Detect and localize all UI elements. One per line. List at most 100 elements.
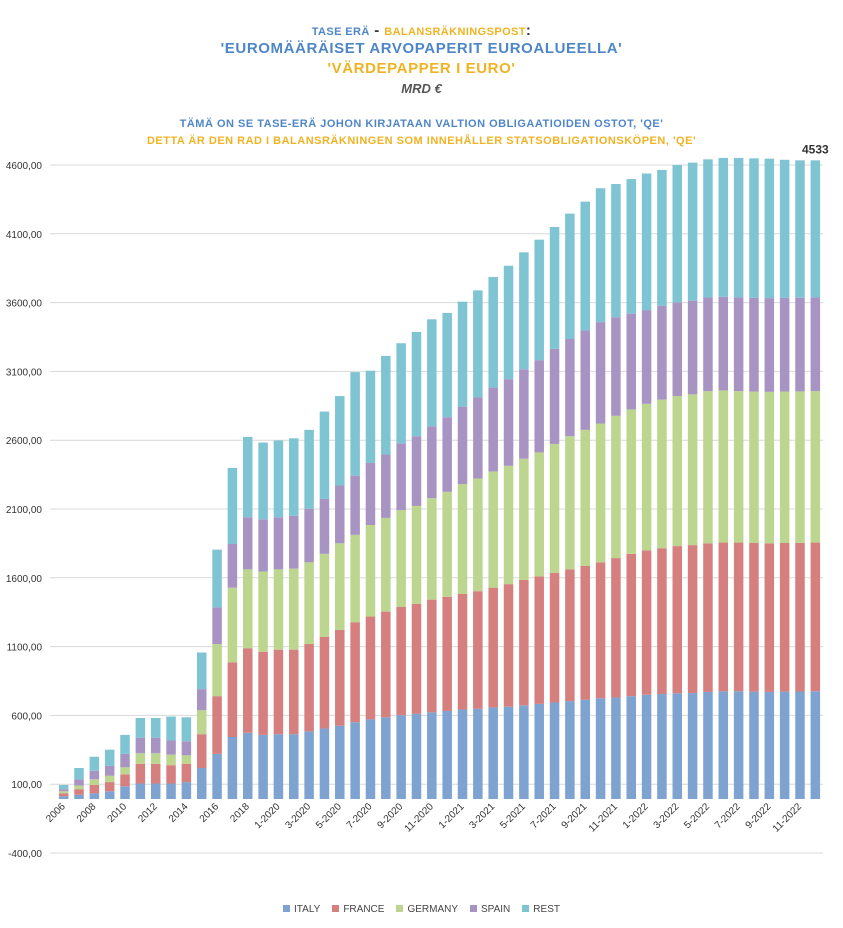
bar-segment-spain — [626, 313, 637, 410]
bar-segment-rest — [74, 768, 84, 780]
bar-segment-italy — [611, 697, 621, 799]
bar-segment-italy — [289, 734, 299, 799]
bar-segment-france — [672, 546, 683, 694]
bar-segment-rest — [442, 312, 452, 418]
y-tick-label: 2600,00 — [6, 436, 43, 447]
bar-segment-italy — [810, 691, 821, 799]
bar-segment-germany — [411, 505, 422, 604]
bar-segment-rest — [227, 467, 238, 544]
bar-segment-germany — [795, 391, 805, 543]
bar-segment-italy — [672, 693, 683, 799]
bar-segment-germany — [810, 391, 821, 543]
bar-segment-rest — [457, 301, 468, 407]
bar-segment-spain — [718, 296, 729, 391]
bar-segment-france — [58, 793, 69, 797]
bar-segment-rest — [120, 734, 130, 754]
bar-segment-spain — [381, 454, 391, 518]
x-tick-label: 3-2022 — [652, 801, 682, 831]
bar-segment-italy — [749, 691, 759, 799]
bar-segment-germany — [473, 478, 483, 592]
legend: ITALY FRANCE GERMANY SPAIN REST — [0, 904, 843, 915]
bar-segment-spain — [212, 607, 222, 645]
bar-segment-italy — [304, 731, 314, 799]
bar-segment-italy — [534, 703, 544, 799]
y-tick-label: 3600,00 — [6, 299, 43, 310]
bar-segment-france — [181, 763, 192, 783]
bar-segment-france — [687, 545, 698, 694]
bar-segment-germany — [534, 452, 544, 577]
title-line-1-fi: TASE ERÄ — [311, 26, 370, 38]
y-tick-label: 4600,00 — [6, 161, 43, 172]
bar-segment-spain — [196, 689, 207, 711]
bar-segment-rest — [212, 549, 222, 608]
bar-segment-rest — [626, 179, 637, 314]
bar-segment-germany — [703, 391, 713, 544]
bar-segment-germany — [74, 785, 84, 790]
bar-segment-spain — [120, 753, 130, 768]
bar-segment-france — [657, 548, 667, 695]
bar-segment-france — [304, 644, 314, 732]
x-tick-label: 9-2022 — [744, 801, 774, 831]
bar-segment-italy — [258, 734, 268, 799]
bar-segment-france — [365, 616, 376, 720]
bar-segment-rest — [181, 717, 192, 742]
legend-swatch — [396, 905, 404, 912]
x-tick-label: 11-2021 — [587, 801, 621, 835]
legend-item-germany: GERMANY — [396, 904, 458, 915]
bar-segment-france — [104, 782, 115, 792]
bar-segment-france — [289, 649, 299, 735]
y-tick-label: 1100,00 — [7, 643, 43, 654]
y-tick-label: 2100,00 — [6, 505, 43, 516]
bar-segment-germany — [212, 644, 222, 697]
x-tick-label: 2016 — [198, 801, 222, 825]
legend-label: REST — [533, 904, 560, 915]
bar-segment-germany — [779, 391, 790, 544]
bar-segment-spain — [319, 498, 330, 554]
x-tick-label: 3-2020 — [283, 801, 313, 831]
bar-segment-spain — [595, 322, 606, 424]
bar-segment-germany — [427, 498, 437, 600]
bar-segment-spain — [749, 297, 759, 392]
bar-segment-italy — [181, 782, 192, 799]
bar-segment-spain — [580, 330, 590, 430]
bar-segment-rest — [749, 158, 759, 298]
bar-segment-spain — [58, 789, 69, 792]
bar-segment-france — [641, 550, 652, 695]
title-line-3: 'VÄRDEPAPPER I EURO' — [327, 60, 516, 77]
bar-segment-rest — [795, 160, 805, 298]
x-tick-label: 11-2020 — [403, 801, 437, 835]
bar-segment-germany — [641, 403, 652, 551]
bar-segment-italy — [150, 783, 161, 799]
bar-segment-spain — [335, 485, 345, 544]
legend-swatch — [283, 905, 291, 912]
bar-segment-rest — [764, 158, 775, 299]
bar-segment-spain — [242, 517, 253, 570]
bar-segment-france — [150, 763, 161, 784]
bar-segment-france — [580, 565, 590, 700]
y-tick-label: 600,00 — [11, 711, 42, 722]
bar-segment-italy — [242, 732, 253, 799]
bar-segment-spain — [764, 298, 775, 392]
bar-segment-france — [565, 569, 575, 702]
bar-segment-germany — [181, 755, 192, 764]
bar-segment-italy — [58, 796, 69, 799]
bar-segment-france — [273, 649, 284, 735]
bar-segment-rest — [381, 355, 391, 455]
x-tick-label: 7-2020 — [345, 801, 375, 831]
bar-segment-italy — [365, 719, 376, 799]
x-tick-label: 5-2022 — [682, 801, 712, 831]
bar-segment-italy — [273, 734, 284, 799]
bar-segment-germany — [365, 524, 376, 617]
bar-segment-france — [166, 765, 176, 784]
legend-swatch — [470, 905, 478, 912]
bar-segment-italy — [74, 794, 84, 799]
bar-segment-spain — [74, 779, 84, 786]
bar-segment-spain — [641, 310, 652, 404]
bar-segment-rest — [396, 343, 406, 444]
bar-segment-spain — [396, 443, 406, 511]
bar-segment-germany — [733, 391, 744, 543]
x-tick-label: 2018 — [228, 801, 252, 825]
bar-segment-italy — [764, 691, 775, 799]
x-tick-label: 1-2020 — [253, 801, 283, 831]
bar-segment-rest — [89, 756, 100, 771]
